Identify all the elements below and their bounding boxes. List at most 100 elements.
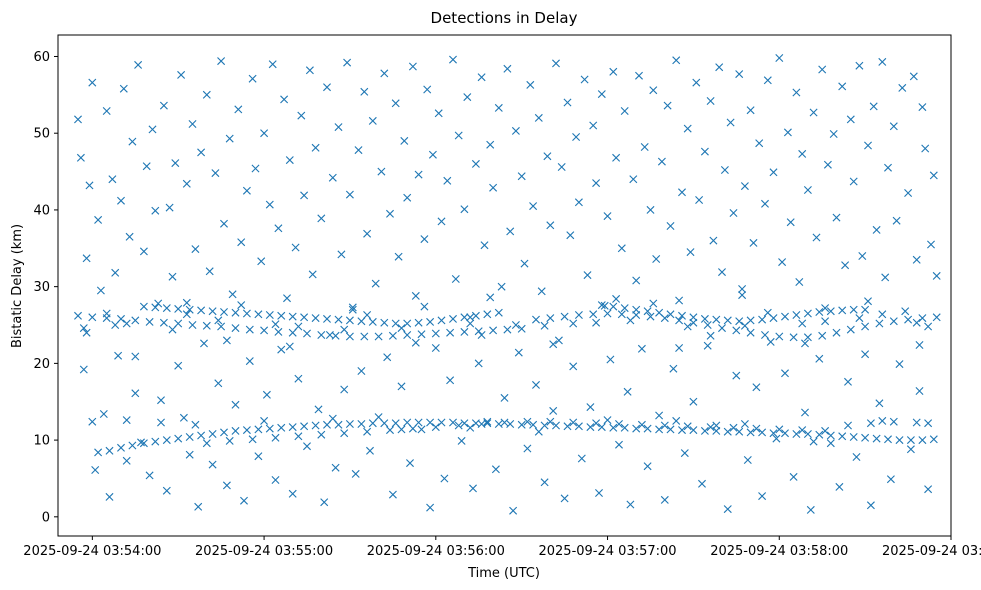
scatter-point: [740, 321, 749, 330]
scatter-point: [122, 416, 131, 425]
scatter-point: [497, 282, 506, 291]
scatter-point: [649, 299, 658, 308]
scatter-point: [494, 103, 503, 112]
scatter-point: [792, 88, 801, 97]
scatter-point: [423, 85, 432, 94]
scatter-point: [94, 215, 103, 224]
scatter-point: [606, 355, 615, 364]
scatter-point: [434, 109, 443, 118]
scatter-point: [680, 449, 689, 458]
scatter-point: [703, 341, 712, 350]
scatter-point: [159, 318, 168, 327]
scatter-point: [343, 58, 352, 67]
scatter-point: [841, 261, 850, 270]
scatter-point: [245, 325, 254, 334]
scatter-point: [139, 247, 148, 256]
scatter-point: [460, 419, 469, 428]
scatter-point: [675, 296, 684, 305]
scatter-point: [572, 133, 581, 141]
x-tick-label: 2025-09-24 03:56:00: [367, 544, 505, 559]
scatter-point: [675, 316, 684, 325]
scatter-point: [368, 317, 377, 326]
scatter-point: [932, 271, 941, 280]
scatter-point: [554, 336, 563, 345]
scatter-point: [815, 354, 824, 363]
scatter-point: [179, 413, 188, 422]
scatter-point: [798, 426, 807, 435]
scatter-point: [583, 271, 592, 280]
scatter-point: [208, 430, 217, 438]
scatter-point: [643, 462, 652, 471]
scatter-point: [466, 319, 475, 328]
scatter-point: [546, 314, 555, 323]
scatter-point: [431, 344, 440, 352]
scatter-point: [603, 309, 612, 318]
scatter-point: [477, 331, 486, 339]
scatter-point: [597, 301, 606, 310]
scatter-point: [646, 312, 655, 321]
scatter-point: [265, 424, 274, 433]
scatter-point: [234, 105, 243, 114]
scatter-point: [875, 399, 884, 408]
scatter-point: [82, 254, 91, 263]
scatter-point: [563, 422, 572, 431]
scatter-point: [560, 312, 569, 321]
scatter-point: [557, 163, 566, 171]
scatter-point: [114, 351, 123, 360]
scatter-point: [637, 420, 646, 429]
scatter-point: [886, 475, 895, 484]
scatter-point: [368, 116, 377, 125]
scatter-point: [145, 471, 154, 480]
scatter-point: [826, 431, 835, 440]
scatter-point: [735, 70, 744, 79]
scatter-point: [801, 408, 809, 417]
scatter-point: [277, 311, 286, 320]
axes-background: [58, 35, 951, 536]
scatter-point: [386, 209, 394, 218]
scatter-point: [683, 322, 692, 331]
scatter-point: [108, 175, 117, 184]
scatter-point: [400, 136, 409, 145]
scatter-point: [466, 313, 475, 322]
scatter-point: [217, 322, 226, 331]
scatter-point: [300, 191, 309, 200]
scatter-point: [740, 182, 749, 191]
scatter-point: [168, 325, 177, 334]
scatter-point: [340, 325, 349, 334]
scatter-point: [348, 305, 357, 314]
scatter-point: [325, 331, 334, 339]
scatter-point: [79, 324, 88, 333]
scatter-point: [489, 326, 498, 335]
scatter-point: [643, 424, 652, 433]
plot-area: [58, 35, 951, 536]
scatter-point: [440, 474, 449, 483]
scatter-point: [889, 317, 898, 326]
scatter-point: [320, 498, 329, 507]
scatter-point: [815, 430, 824, 439]
scatter-point: [128, 441, 137, 450]
scatter-point: [380, 318, 389, 327]
scatter-point: [906, 445, 915, 454]
scatter-point: [386, 426, 394, 435]
scatter-point: [323, 83, 331, 92]
scatter-point: [509, 506, 518, 515]
scatter-point: [929, 171, 938, 180]
scatter-point: [829, 130, 838, 138]
scatter-point: [620, 304, 629, 313]
scatter-point: [237, 238, 246, 247]
scatter-point: [431, 423, 440, 432]
scatter-point: [254, 425, 263, 434]
scatter-point: [165, 203, 174, 212]
scatter-point: [96, 286, 105, 295]
scatter-point: [345, 316, 354, 325]
x-tick-label: 2025-09-24 03:59:00: [882, 544, 981, 559]
scatter-point: [426, 503, 435, 512]
scatter-point: [626, 316, 635, 325]
scatter-point: [225, 134, 234, 143]
scatter-point: [912, 418, 921, 427]
scatter-point: [718, 324, 726, 333]
scatter-point: [383, 353, 392, 362]
scatter-point: [798, 319, 807, 328]
scatter-point: [102, 107, 111, 115]
scatter-point: [577, 454, 586, 463]
